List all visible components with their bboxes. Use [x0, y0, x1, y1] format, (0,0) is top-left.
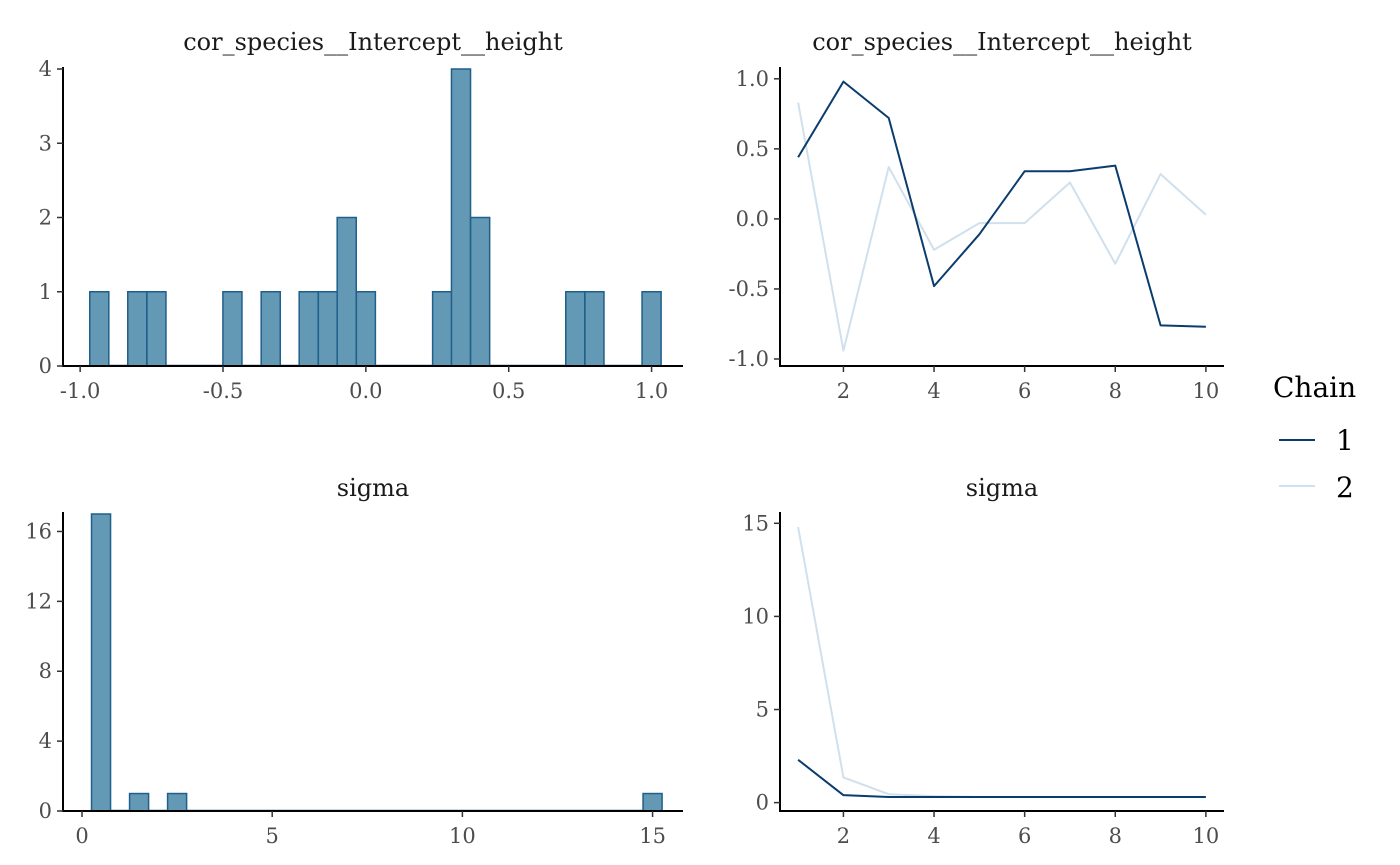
- y-tick-label: 0.0: [736, 207, 769, 231]
- histogram-bar: [642, 792, 663, 812]
- panel-title: sigma: [966, 474, 1038, 502]
- x-tick-label: 0: [75, 824, 88, 848]
- x-tick-label: 8: [1109, 379, 1122, 403]
- y-tick-label: -0.5: [729, 277, 770, 301]
- histogram-bar: [565, 291, 586, 367]
- histogram-bar: [146, 291, 167, 367]
- panel-title: cor_species__Intercept__height: [812, 28, 1192, 56]
- x-tick-label: 2: [837, 824, 850, 848]
- x-tick-label: 0.5: [492, 379, 525, 403]
- y-tick-label: 1: [39, 280, 52, 304]
- x-tick-label: 6: [1018, 379, 1031, 403]
- panel-title: cor_species__Intercept__height: [183, 28, 563, 56]
- y-tick-label: 16: [25, 519, 52, 543]
- x-tick-label: 10: [449, 824, 476, 848]
- x-tick-label: 6: [1018, 824, 1031, 848]
- y-tick-label: 4: [39, 729, 52, 753]
- histogram-bar: [89, 291, 110, 367]
- histogram-bar: [127, 291, 148, 367]
- histogram-bar: [90, 513, 112, 812]
- histogram-bar: [641, 291, 662, 367]
- legend: Chain 1 2: [1273, 371, 1356, 504]
- x-tick-label: 5: [266, 824, 279, 848]
- trace-panel-sigma: sigma 0 5 10 15 2 4 6 8 10: [742, 474, 1224, 848]
- y-tick-label: 1.0: [736, 67, 769, 91]
- x-tick-label: 10: [1193, 379, 1220, 403]
- histogram-bar: [166, 792, 188, 812]
- panel-title: sigma: [337, 474, 409, 502]
- histogram-bar: [317, 291, 339, 367]
- histogram-panel-sigma: sigma 0 4 8 12 16 0 5 10 15: [25, 474, 683, 848]
- histogram-bar: [222, 291, 243, 367]
- legend-label-chain-1: 1: [1336, 424, 1354, 457]
- y-tick-label: 2: [39, 206, 52, 230]
- histogram-bar: [450, 68, 472, 367]
- x-tick-label: 15: [639, 824, 666, 848]
- y-tick-label: 0: [39, 354, 52, 378]
- trace-line-chain-2: [797, 102, 1207, 352]
- histogram-bar: [336, 216, 357, 367]
- x-tick-label: 0.0: [349, 379, 382, 403]
- x-tick-label: 8: [1109, 824, 1122, 848]
- y-tick-label: 4: [39, 57, 52, 81]
- histogram-bar: [355, 291, 377, 367]
- histogram-bar: [128, 792, 150, 812]
- y-tick-label: -1.0: [729, 347, 770, 371]
- legend-title: Chain: [1273, 371, 1356, 404]
- histogram-bar: [298, 291, 319, 367]
- x-tick-label: -1.0: [60, 379, 101, 403]
- histogram-bar: [469, 216, 491, 367]
- y-tick-label: 10: [742, 604, 769, 628]
- x-tick-label: 4: [927, 824, 940, 848]
- y-tick-label: 0: [756, 791, 769, 815]
- trace-panel-cor-species: cor_species__Intercept__height -1.0 -0.5 0.…: [729, 28, 1224, 403]
- histogram-panel-cor-species: cor_species__Intercept__height 0 1 2 3 4 -1.0 -…: [39, 28, 683, 403]
- histogram-bar: [260, 291, 281, 367]
- legend-label-chain-2: 2: [1336, 471, 1354, 504]
- histogram-bar: [584, 291, 605, 367]
- histogram-bar: [431, 291, 453, 367]
- trace-line-chain-2: [797, 526, 1206, 799]
- y-tick-label: 3: [39, 131, 52, 155]
- y-tick-label: 8: [39, 659, 52, 683]
- x-tick-label: 2: [837, 379, 850, 403]
- x-tick-label: 4: [927, 379, 940, 403]
- y-tick-label: 0.5: [736, 137, 769, 161]
- y-tick-label: 5: [756, 698, 769, 722]
- x-tick-label: -0.5: [203, 379, 244, 403]
- trace-line-chain-1: [797, 80, 1206, 328]
- trace-line-chain-1: [797, 759, 1206, 799]
- x-tick-label: 1.0: [635, 379, 668, 403]
- x-tick-label: 10: [1193, 824, 1220, 848]
- y-tick-label: 12: [25, 589, 52, 613]
- y-tick-label: 0: [39, 799, 52, 823]
- y-tick-label: 15: [742, 511, 769, 535]
